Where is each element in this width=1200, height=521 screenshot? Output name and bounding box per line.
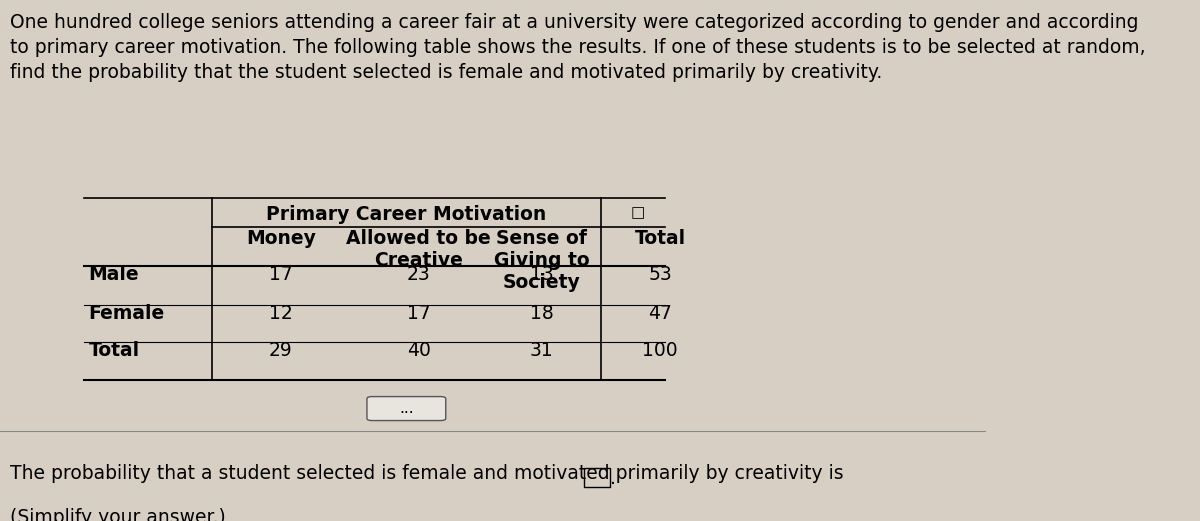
Text: Primary Career Motivation: Primary Career Motivation bbox=[266, 205, 546, 224]
Text: 29: 29 bbox=[269, 341, 293, 361]
Text: 18: 18 bbox=[530, 304, 553, 324]
Text: (Simplify your answer.): (Simplify your answer.) bbox=[10, 508, 226, 521]
Text: Male: Male bbox=[89, 265, 139, 284]
FancyBboxPatch shape bbox=[367, 396, 445, 420]
Text: One hundred college seniors attending a career fair at a university were categor: One hundred college seniors attending a … bbox=[10, 13, 1146, 82]
Text: 100: 100 bbox=[642, 341, 678, 361]
Text: 53: 53 bbox=[648, 265, 672, 284]
Text: □: □ bbox=[630, 205, 644, 220]
Text: Allowed to be
Creative: Allowed to be Creative bbox=[347, 229, 491, 270]
FancyBboxPatch shape bbox=[584, 468, 610, 487]
Text: 13: 13 bbox=[530, 265, 553, 284]
Text: Total: Total bbox=[635, 229, 685, 248]
Text: Female: Female bbox=[89, 304, 164, 324]
Text: 12: 12 bbox=[269, 304, 293, 324]
Text: 17: 17 bbox=[407, 304, 431, 324]
Text: 47: 47 bbox=[648, 304, 672, 324]
Text: Money: Money bbox=[246, 229, 316, 248]
Text: 40: 40 bbox=[407, 341, 431, 361]
Text: 31: 31 bbox=[530, 341, 553, 361]
Text: .: . bbox=[610, 469, 616, 488]
Text: 23: 23 bbox=[407, 265, 431, 284]
Text: ...: ... bbox=[400, 401, 414, 416]
Text: Total: Total bbox=[89, 341, 139, 361]
Text: Sense of
Giving to
Society: Sense of Giving to Society bbox=[494, 229, 589, 292]
Text: 17: 17 bbox=[269, 265, 293, 284]
Text: The probability that a student selected is female and motivated primarily by cre: The probability that a student selected … bbox=[10, 464, 844, 483]
